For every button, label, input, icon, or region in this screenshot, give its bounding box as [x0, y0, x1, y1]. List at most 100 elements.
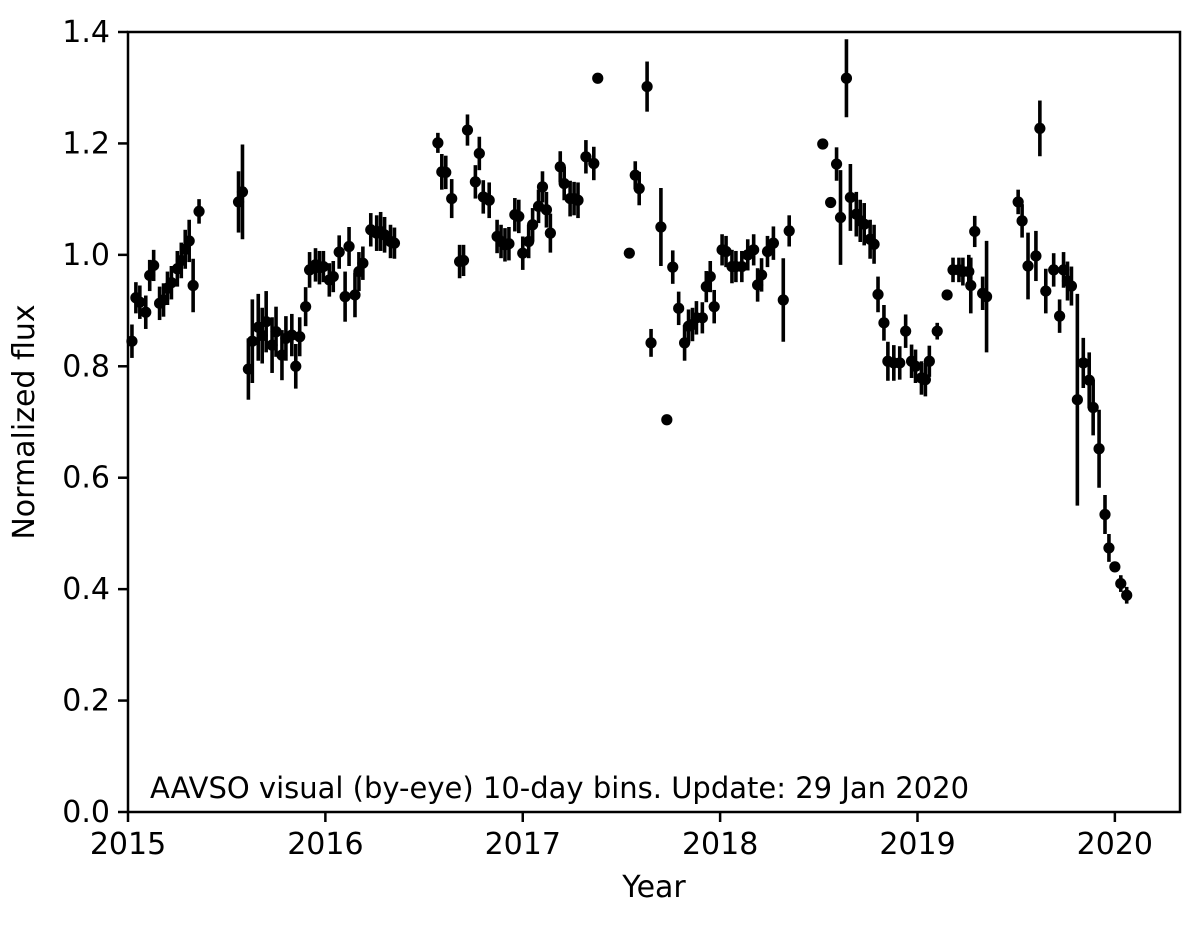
y-tick-label: 1.4 [62, 15, 110, 50]
x-tick-label: 2018 [682, 827, 758, 862]
data-point [246, 335, 258, 347]
data-point [1040, 285, 1052, 297]
data-point [969, 225, 981, 238]
data-point [339, 291, 351, 303]
data-point [171, 263, 183, 275]
data-point [1109, 561, 1121, 573]
data-point [260, 316, 272, 328]
data-point [980, 291, 993, 303]
data-point [748, 244, 760, 256]
annotation-text: AAVSO visual (by-eye) 10-day bins. Updat… [150, 771, 969, 805]
data-point [1057, 264, 1070, 276]
data-point [290, 360, 302, 372]
data-point [1083, 374, 1095, 386]
data-point [858, 218, 870, 230]
data-point [592, 72, 604, 84]
data-point [457, 254, 470, 267]
data-point [1030, 250, 1042, 262]
data-point [830, 158, 843, 170]
data-point [783, 225, 795, 237]
data-point [175, 254, 187, 267]
data-point [633, 182, 645, 195]
data-point [720, 245, 732, 258]
data-point [1022, 260, 1034, 272]
data-point [343, 240, 355, 253]
data-point [469, 176, 481, 188]
data-point [300, 301, 312, 313]
data-point [580, 151, 592, 163]
data-point [1077, 357, 1089, 369]
data-point [894, 357, 906, 369]
data-point [157, 294, 170, 306]
data-point [941, 289, 953, 301]
data-point [1093, 443, 1105, 455]
data-point [704, 270, 716, 283]
data-point [708, 301, 720, 313]
data-point [588, 157, 600, 170]
data-point [544, 227, 556, 239]
data-point [349, 289, 361, 301]
data-point [655, 221, 667, 233]
data-point [1048, 264, 1060, 276]
data-point [667, 261, 679, 273]
data-point [473, 147, 485, 160]
data-point [736, 260, 748, 273]
data-point [963, 265, 975, 278]
data-point [357, 257, 369, 269]
plot-area [128, 32, 1180, 812]
data-point [1099, 508, 1111, 521]
data-point [540, 204, 553, 216]
data-point [446, 192, 458, 205]
data-point [923, 355, 935, 367]
data-point [761, 245, 774, 258]
data-point [817, 138, 829, 150]
data-point [333, 246, 345, 258]
data-point [353, 265, 365, 278]
data-point [266, 339, 278, 351]
data-point [673, 302, 685, 314]
data-point [483, 194, 495, 206]
data-point [931, 325, 943, 337]
data-point [1071, 394, 1083, 406]
data-point [909, 360, 922, 372]
data-point [388, 237, 401, 249]
x-tick-label: 2020 [1077, 827, 1153, 862]
data-points-group [126, 72, 1133, 601]
data-point [252, 321, 264, 333]
data-point [232, 196, 245, 208]
data-point [777, 294, 789, 306]
data-point [919, 374, 931, 386]
y-tick-label: 0.0 [62, 795, 110, 830]
data-point [629, 169, 641, 181]
data-point [503, 238, 515, 250]
data-point [825, 196, 837, 209]
data-point [294, 331, 306, 343]
y-tick-label: 0.8 [62, 349, 110, 384]
data-point [523, 235, 535, 248]
data-point [878, 317, 890, 329]
data-point [527, 219, 539, 231]
data-point [517, 247, 529, 259]
data-point [1012, 196, 1024, 208]
data-point [179, 243, 191, 255]
data-point [432, 137, 444, 149]
data-point [844, 191, 856, 204]
data-point [1034, 122, 1046, 134]
data-point [440, 166, 452, 178]
data-point [327, 270, 339, 283]
data-point [276, 349, 288, 361]
data-point [1121, 589, 1133, 601]
data-point [242, 363, 254, 375]
x-tick-label: 2016 [287, 827, 363, 862]
data-point [1087, 401, 1099, 414]
data-point [678, 337, 691, 349]
data-point [187, 279, 199, 292]
data-point [755, 269, 768, 281]
axes-border [126, 30, 1182, 814]
x-tick-label: 2017 [485, 827, 561, 862]
data-point [148, 259, 160, 272]
data-point [641, 81, 653, 93]
data-point [696, 312, 708, 324]
data-point [193, 205, 205, 217]
